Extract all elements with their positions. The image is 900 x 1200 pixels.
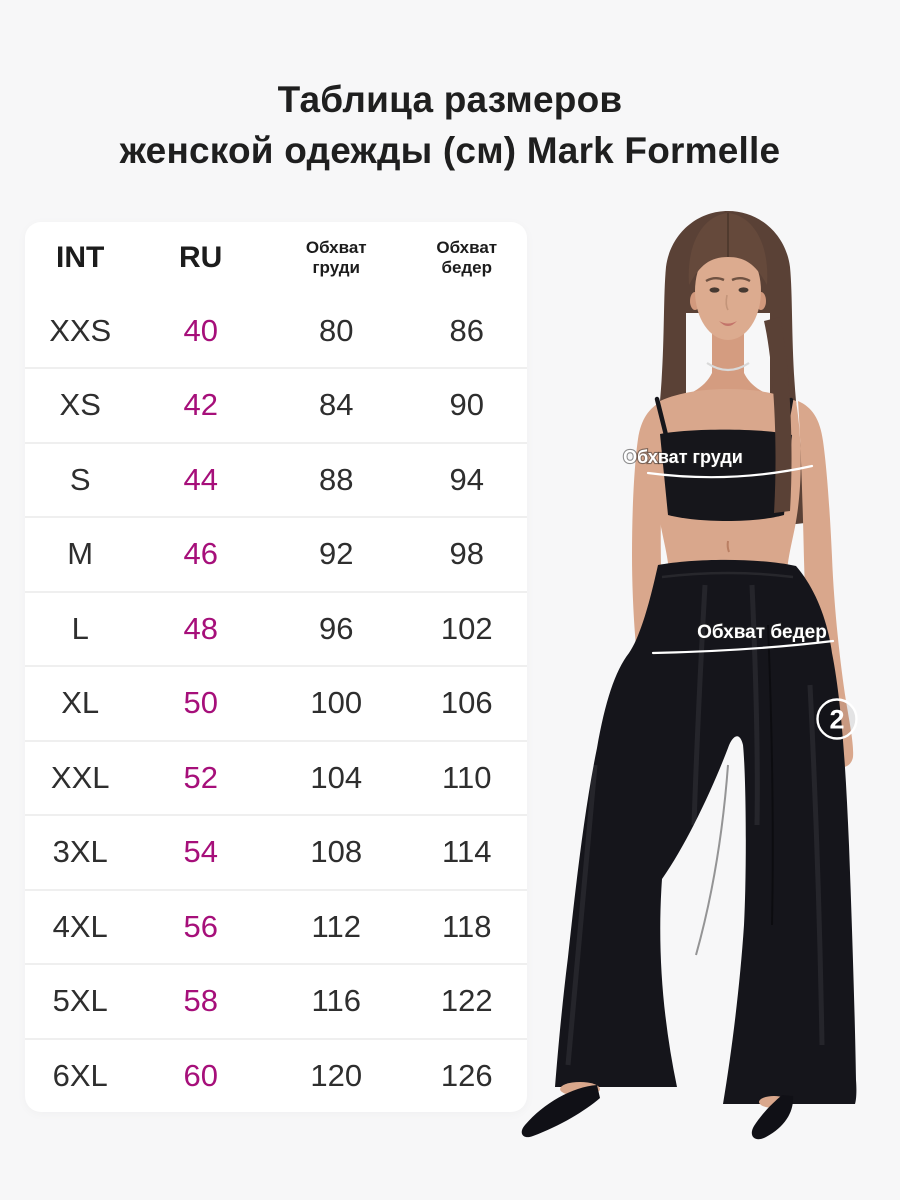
pants-sheen bbox=[565, 584, 825, 1066]
cell-chest-cm: 88 bbox=[318, 461, 354, 497]
cell-hips-cm: 102 bbox=[440, 610, 493, 646]
table-row: L 48 96 102 bbox=[25, 590, 527, 666]
arm-right bbox=[798, 401, 854, 768]
cell-hips-cm: 114 bbox=[442, 834, 492, 870]
step-2-badge-circle bbox=[816, 698, 858, 740]
table-row: XL 50 100 106 bbox=[25, 665, 527, 740]
cell-ru-size: 54 bbox=[183, 834, 218, 870]
cell-chest-cm: 96 bbox=[318, 610, 354, 646]
cell-int-size: XS bbox=[59, 387, 101, 423]
cell-int-size: L bbox=[71, 610, 89, 646]
cell-hips-cm: 118 bbox=[442, 908, 492, 944]
cell-chest-cm: 100 bbox=[310, 685, 363, 721]
pants-creases bbox=[695, 624, 774, 956]
size-table-header: INT RU Обхват груди Обхват бедер bbox=[25, 222, 527, 295]
col-header-hips-line2: бедер bbox=[441, 258, 493, 278]
cell-ru-size: 40 bbox=[183, 312, 218, 348]
strap-left bbox=[654, 396, 669, 438]
navel bbox=[726, 540, 730, 553]
cell-ru-size: 58 bbox=[183, 983, 218, 1019]
col-header-chest-line2: груди bbox=[312, 258, 360, 278]
hips-measurement: Обхват бедер bbox=[651, 621, 835, 655]
col-header-hips-line1: Обхват bbox=[436, 238, 498, 258]
cell-ru-size: 44 bbox=[183, 461, 218, 497]
table-row: 6XL 60 120 126 bbox=[25, 1037, 527, 1113]
cell-ru-size: 48 bbox=[183, 610, 218, 646]
size-table: INT RU Обхват груди Обхват бедер XXS 40 … bbox=[25, 222, 527, 1112]
col-header-chest: Обхват груди bbox=[266, 238, 407, 278]
bandeau-top bbox=[660, 429, 792, 521]
cell-hips-cm: 94 bbox=[449, 461, 484, 497]
step-2-badge: 2 bbox=[816, 698, 858, 740]
table-row: XS 42 84 90 bbox=[25, 367, 527, 442]
table-row: 5XL 58 116 122 bbox=[25, 963, 527, 1038]
cell-int-size: 3XL bbox=[52, 834, 108, 870]
cell-int-size: S bbox=[69, 461, 91, 497]
cell-hips-cm: 106 bbox=[440, 685, 493, 721]
cell-int-size: 6XL bbox=[52, 1057, 108, 1093]
chest-measure-line bbox=[646, 464, 814, 479]
hair-front-strand bbox=[764, 317, 792, 513]
cell-ru-size: 42 bbox=[183, 387, 218, 423]
cell-chest-cm: 104 bbox=[310, 759, 363, 795]
step-2-badge-number: 2 bbox=[829, 705, 844, 735]
cell-hips-cm: 110 bbox=[442, 759, 492, 795]
table-row: M 46 92 98 bbox=[25, 516, 527, 591]
cell-hips-cm: 126 bbox=[440, 1057, 493, 1093]
table-row: 4XL 56 112 118 bbox=[25, 888, 527, 964]
hair-back bbox=[650, 211, 806, 527]
table-row: S 44 88 94 bbox=[25, 441, 527, 517]
col-header-chest-line1: Обхват bbox=[305, 238, 367, 258]
model-illustration bbox=[521, 211, 857, 1140]
hips-measure-label: Обхват бедер bbox=[697, 622, 827, 643]
chest-measure-label: Обхват груди bbox=[623, 447, 743, 467]
cell-chest-cm: 80 bbox=[318, 312, 354, 348]
cell-int-size: XL bbox=[61, 685, 100, 721]
table-row: XXS 40 80 86 bbox=[25, 295, 527, 368]
cell-hips-cm: 90 bbox=[449, 387, 484, 423]
cell-hips-cm: 86 bbox=[449, 312, 484, 348]
model-photo: Обхват груди Обхват бедер 2 bbox=[521, 211, 858, 1140]
cell-chest-cm: 92 bbox=[318, 536, 354, 572]
necklace bbox=[706, 362, 750, 372]
neck bbox=[686, 323, 770, 395]
cell-int-size: 5XL bbox=[52, 983, 108, 1019]
col-header-int: INT bbox=[56, 241, 105, 275]
cell-ru-size: 60 bbox=[183, 1057, 218, 1093]
face bbox=[695, 242, 761, 340]
cell-chest-cm: 116 bbox=[311, 983, 361, 1019]
cell-chest-cm: 120 bbox=[310, 1057, 363, 1093]
shoe-right bbox=[751, 1095, 794, 1140]
cell-hips-cm: 98 bbox=[449, 536, 484, 572]
cell-chest-cm: 108 bbox=[310, 834, 363, 870]
cell-ru-size: 50 bbox=[183, 685, 218, 721]
chest-measurement: Обхват груди bbox=[622, 446, 814, 479]
cell-hips-cm: 122 bbox=[440, 983, 493, 1019]
cell-chest-cm: 84 bbox=[318, 387, 354, 423]
shoe-left bbox=[521, 1085, 600, 1138]
col-header-hips: Обхват бедер bbox=[407, 238, 527, 278]
col-header-ru: RU bbox=[179, 241, 223, 275]
cell-int-size: XXL bbox=[50, 759, 110, 795]
cell-ru-size: 46 bbox=[183, 536, 218, 572]
cell-ru-size: 56 bbox=[183, 908, 218, 944]
hips-measure-line bbox=[651, 639, 835, 655]
face-features bbox=[705, 277, 751, 326]
cell-int-size: 4XL bbox=[52, 908, 108, 944]
pants bbox=[555, 559, 857, 1104]
page-title-line1: Таблица размеров bbox=[277, 79, 623, 120]
cell-ru-size: 52 bbox=[183, 759, 218, 795]
table-row: 3XL 54 108 114 bbox=[25, 814, 527, 889]
page-title: Таблица размеров женской одежды (см) Mar… bbox=[0, 74, 900, 176]
table-row: XXL 52 104 110 bbox=[25, 739, 527, 815]
cell-int-size: M bbox=[67, 536, 94, 572]
page-title-line2: женской одежды (см) Mark Formelle bbox=[119, 130, 781, 171]
cell-chest-cm: 112 bbox=[311, 908, 361, 944]
pants-waist-seam bbox=[661, 571, 794, 579]
cell-int-size: XXS bbox=[49, 312, 112, 348]
